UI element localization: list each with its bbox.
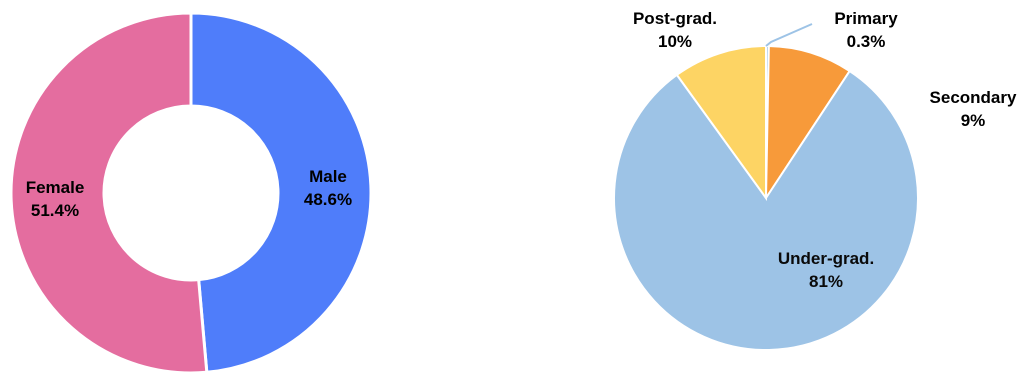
donut-label-male: Male 48.6% — [304, 167, 352, 209]
gender-donut-chart: Male 48.6% Female 51.4% — [9, 11, 373, 372]
pie-label-secondary: Secondary 9% — [930, 88, 1017, 130]
donut-slice-female — [9, 11, 209, 372]
pie-label-under-grad: Under-grad. 81% — [778, 249, 874, 291]
donut-label-female: Female 51.4% — [26, 178, 85, 220]
pie-label-primary: Primary 0.3% — [834, 9, 898, 51]
pie-slice-secondary — [764, 45, 852, 202]
education-pie-chart: Primary 0.3% Secondary 9% Under-grad. 81% Post… — [613, 9, 1017, 351]
primary-leader-line — [765, 23, 813, 47]
pie-slice-under-grad — [613, 69, 919, 351]
pie-slice-post-grad — [675, 44, 767, 202]
pie-label-post-grad: Post-grad. 10% — [633, 9, 717, 51]
donut-slice-male — [189, 11, 373, 372]
